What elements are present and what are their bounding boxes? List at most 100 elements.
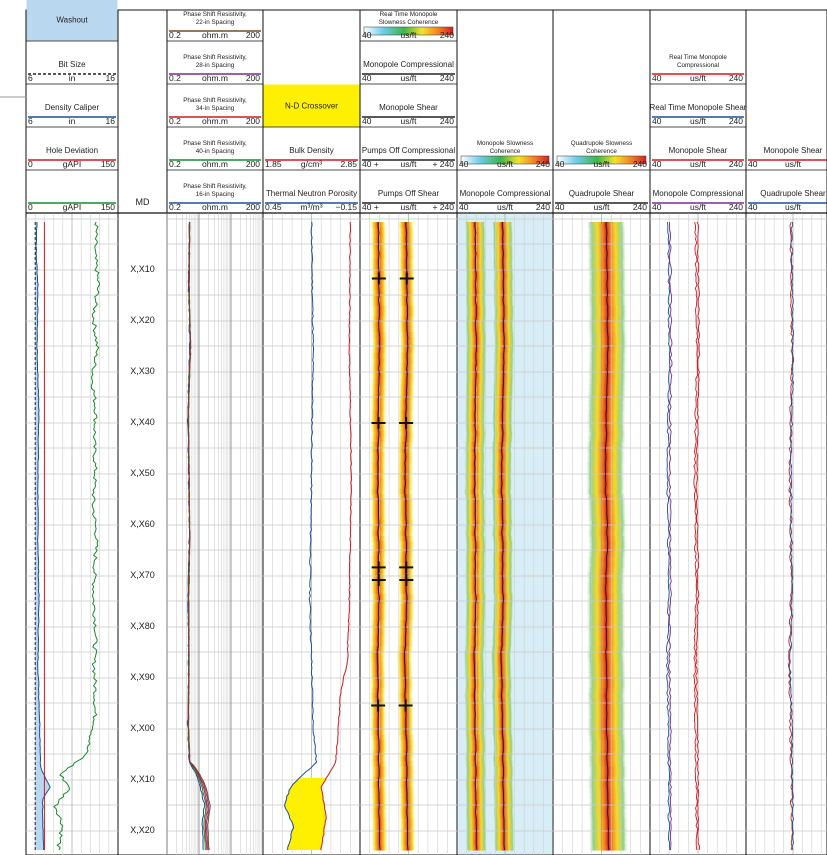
depth-label: X,X70 — [130, 570, 155, 580]
header-title: Real Time Monopole — [380, 11, 438, 18]
pumps-off-marker — [399, 416, 414, 429]
scale-max: 240 — [729, 116, 743, 126]
scale-unit: us/ft — [593, 159, 610, 169]
scale-min: 40 — [652, 159, 662, 169]
header-title: Bit Size — [58, 60, 86, 69]
scale-unit: ohm.m — [202, 73, 228, 83]
scale-max: + 240 — [432, 159, 454, 169]
header-title: Monopole Shear — [379, 103, 438, 112]
scale-min: 0.2 — [169, 159, 181, 169]
scale-unit: us/ft — [400, 30, 417, 40]
depth-label: X,X90 — [130, 672, 155, 682]
scale-unit: ohm.m — [202, 30, 228, 40]
scale-min: 40 — [555, 202, 565, 212]
scale-unit: us/ft — [400, 116, 417, 126]
slowness-curve — [376, 221, 381, 851]
header-title: 22-in Spacing — [196, 19, 235, 26]
header-title: Coherence — [586, 148, 617, 155]
scale-max: 200 — [246, 159, 260, 169]
resistivity-curve — [187, 221, 211, 851]
slowness-curve — [473, 221, 478, 851]
header-title: 40-in Spacing — [196, 148, 235, 155]
header-fill-swatch — [26, 0, 118, 41]
scale-min: 0.2 — [169, 116, 181, 126]
scale-unit: gAPI — [63, 202, 81, 212]
scale-max: 16 — [106, 116, 116, 126]
density-caliper-curve — [35, 222, 51, 851]
header-title: Thermal Neutron Porosity — [266, 189, 357, 198]
header-title: 34-in Spacing — [196, 105, 235, 112]
scale-min: 40 — [748, 202, 758, 212]
scale-unit: ohm.m — [202, 202, 228, 212]
header-title: Washout — [56, 16, 88, 25]
header-fill-swatch — [263, 84, 360, 127]
scale-min: 40 — [459, 202, 469, 212]
header-title: Bulk Density — [289, 146, 333, 155]
scale-min: 40 — [652, 73, 662, 83]
scale-min: 40 — [362, 73, 372, 83]
depth-label: X,X20 — [130, 825, 155, 835]
depth-label: X,X80 — [130, 621, 155, 631]
header-title: Monopole Shear — [669, 146, 728, 155]
header-title: Monopole Slowness — [477, 140, 533, 147]
scale-max: 240 — [536, 202, 550, 212]
log-frame — [25, 9, 827, 855]
scale-min: 40 — [362, 30, 372, 40]
header-title: N-D Crossover — [285, 102, 338, 111]
scale-max: 150 — [101, 202, 115, 212]
scale-unit: in — [69, 73, 76, 83]
depth-label: X,X10 — [130, 774, 155, 784]
scale-unit: m³/m³ — [300, 202, 322, 212]
scale-max: 200 — [246, 73, 260, 83]
comparison-curve — [665, 221, 671, 851]
pumps-off-marker — [371, 416, 386, 429]
coherence-colorbar — [460, 155, 550, 165]
scale-min: 0.2 — [169, 73, 181, 83]
header-title: Coherence — [490, 148, 521, 155]
scale-max: 240 — [633, 159, 647, 169]
comparison-curve — [693, 221, 699, 851]
scale-unit: us/ft — [690, 159, 707, 169]
scale-min: 40 + — [362, 202, 379, 212]
header-title: Hole Deviation — [46, 146, 98, 155]
header-title: Phase Shift Resistivity, — [183, 183, 247, 190]
scale-unit: us/ft — [593, 202, 610, 212]
nd-crossover-fill — [284, 777, 327, 850]
header-title: Monopole Shear — [764, 146, 823, 155]
neutron-porosity-curve — [284, 221, 318, 851]
depth-label: X,X30 — [130, 366, 155, 376]
scale-min: 40 — [652, 116, 662, 126]
scale-max: 240 — [440, 30, 454, 40]
scale-unit: us/ft — [497, 202, 514, 212]
scale-max: 150 — [101, 159, 115, 169]
scale-max: + 240 — [432, 202, 454, 212]
scale-max: 240 — [440, 73, 454, 83]
header-title: Quadrupole Slowness — [571, 140, 633, 147]
scale-max: 240 — [729, 159, 743, 169]
pumps-off-marker — [399, 561, 414, 574]
scale-max: 2.85 — [340, 159, 357, 169]
header-title: Phase Shift Resistivity, — [183, 54, 247, 61]
scale-unit: gAPI — [63, 159, 81, 169]
coherence-colorbar — [363, 26, 454, 36]
header-title: Real Time Monopole Shear — [650, 103, 747, 112]
scale-unit: us/ft — [400, 202, 417, 212]
header-title: Density Caliper — [45, 103, 100, 112]
header-title: 28-in Spacing — [196, 62, 235, 69]
scale-min: 6 — [28, 116, 33, 126]
scale-min: 6 — [28, 73, 33, 83]
pumps-off-marker — [399, 573, 414, 586]
slowness-curve — [500, 221, 506, 851]
pumps-off-marker — [398, 699, 413, 712]
scale-min: 0 — [28, 202, 33, 212]
comparison-curve — [668, 221, 673, 851]
coherence-colorbar — [556, 155, 647, 165]
bulk-density-curve — [320, 221, 353, 851]
depth-label: X,X00 — [130, 723, 155, 733]
scale-max: 200 — [246, 202, 260, 212]
scale-min: 40 + — [362, 159, 379, 169]
resistivity-curve — [187, 221, 210, 851]
header-title: Monopole Compressional — [653, 189, 744, 198]
header-title: 16-in Spacing — [196, 191, 235, 198]
scale-min: 0.45 — [265, 202, 282, 212]
